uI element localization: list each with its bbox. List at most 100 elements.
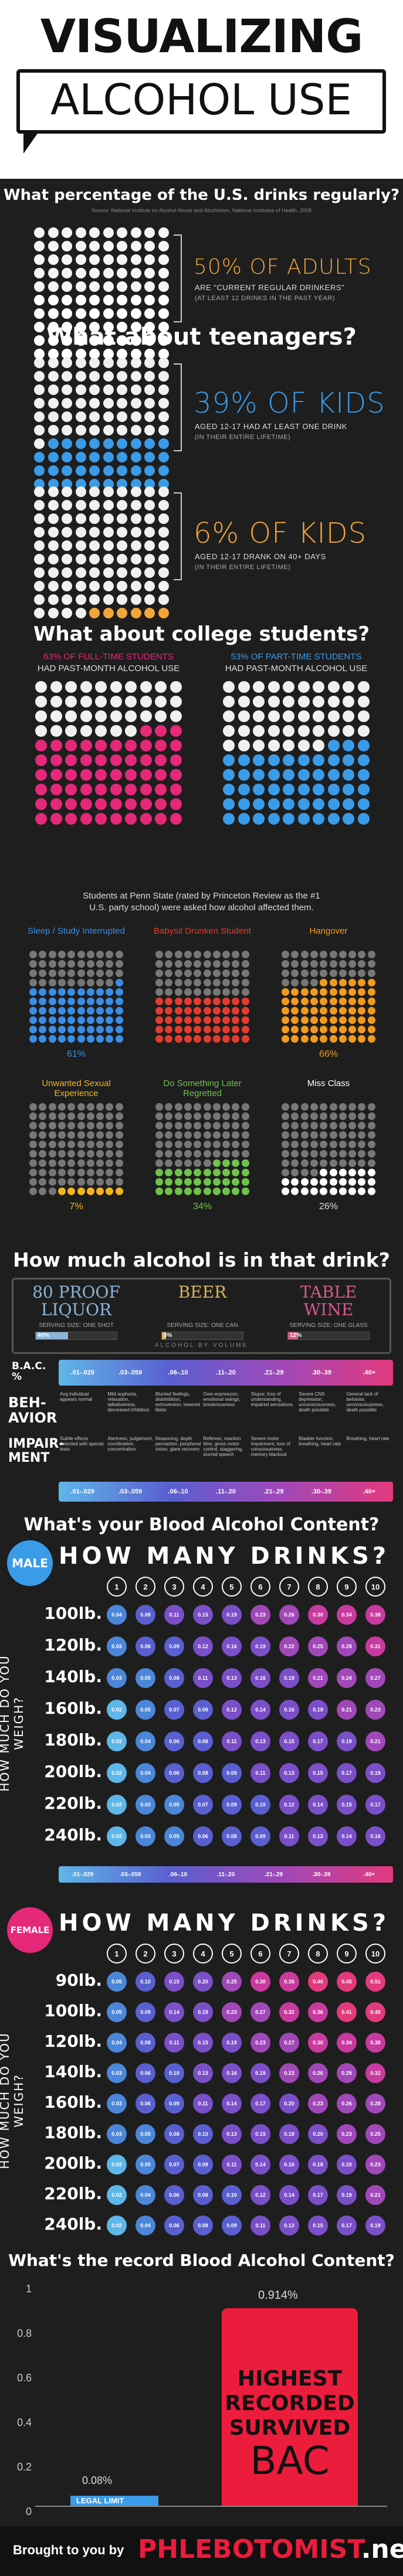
dot xyxy=(232,951,240,958)
dot xyxy=(62,308,72,319)
dot xyxy=(367,1026,375,1033)
dot xyxy=(194,1159,202,1167)
dot xyxy=(80,725,92,737)
effect-pct: 26% xyxy=(319,1202,338,1212)
record-label-2: RECORDED xyxy=(225,2391,355,2415)
dot xyxy=(158,513,169,524)
dot xyxy=(367,1103,375,1111)
dot xyxy=(67,998,76,1005)
bac-value-circle: 0.03 xyxy=(136,1795,155,1815)
bac-value-circle: 0.07 xyxy=(193,1795,213,1815)
dot xyxy=(174,951,182,958)
bac-value-circle: 0.08 xyxy=(136,2033,155,2053)
dot xyxy=(86,1122,94,1129)
dot xyxy=(65,784,77,795)
dot xyxy=(67,979,76,986)
dot xyxy=(67,960,76,968)
dot xyxy=(144,594,155,605)
dot xyxy=(212,1187,221,1195)
weight-label: 200lb. xyxy=(44,2153,102,2173)
dot xyxy=(62,322,72,332)
dot xyxy=(106,998,114,1005)
dot xyxy=(89,608,100,618)
dot xyxy=(130,268,141,278)
dot xyxy=(29,1122,37,1129)
dot xyxy=(103,411,114,422)
bac-impairment-text: Bladder function, breathing, heart rate xyxy=(299,1436,341,1447)
dot xyxy=(39,1007,47,1015)
bac-value-circle: 0.16 xyxy=(365,1826,385,1846)
dot xyxy=(80,813,92,825)
bac-value-circle: 0.11 xyxy=(164,1605,184,1625)
dot xyxy=(282,1169,289,1176)
bac-range: .01-.029 xyxy=(70,1369,94,1376)
dot xyxy=(184,1035,192,1043)
dot xyxy=(62,349,72,359)
footer-brand[interactable]: PHLEBOTOMIST.net xyxy=(138,2534,403,2564)
dot xyxy=(232,988,240,996)
drink-count-header: 10 xyxy=(365,1577,385,1597)
dot xyxy=(338,1131,347,1139)
dot xyxy=(212,1016,221,1024)
record-label-1: HIGHEST xyxy=(237,2367,343,2391)
bac-value-circle: 0.16 xyxy=(279,2155,299,2175)
dot xyxy=(329,998,337,1005)
dot xyxy=(50,740,62,751)
dot xyxy=(75,465,86,476)
dot xyxy=(89,241,100,251)
dot xyxy=(282,1131,289,1139)
dot xyxy=(320,1131,328,1139)
dot xyxy=(184,1131,192,1139)
q1-source: Source: National Institute on Alcohol Ab… xyxy=(91,207,312,213)
dot xyxy=(95,754,107,766)
dot xyxy=(77,960,85,968)
dot xyxy=(67,1141,76,1148)
bac-value-circle: 0.09 xyxy=(164,2094,184,2114)
weight-label: 90lb. xyxy=(55,1971,102,1990)
dot xyxy=(29,1007,37,1015)
dot xyxy=(170,798,182,810)
dot xyxy=(57,1150,66,1158)
dot xyxy=(155,1178,163,1186)
bac-value-circle: 0.10 xyxy=(222,2185,242,2205)
dot xyxy=(77,951,85,958)
bac-value-circle: 0.08 xyxy=(164,2124,184,2144)
bac-value-circle: 0.11 xyxy=(193,1668,213,1688)
dot xyxy=(283,798,294,810)
dot xyxy=(203,979,211,986)
drink-count-header: 9 xyxy=(337,1577,357,1597)
dot xyxy=(86,1035,94,1043)
q1-stat: 50% OF ADULTS xyxy=(194,255,372,279)
dot xyxy=(130,513,141,524)
dot xyxy=(367,1187,375,1195)
dot xyxy=(232,1007,240,1015)
bac-value-circle: 0.05 xyxy=(136,2124,155,2144)
dot xyxy=(57,960,66,968)
dot xyxy=(184,960,192,968)
dot xyxy=(320,969,328,977)
dot xyxy=(77,1122,85,1129)
dot xyxy=(329,988,337,996)
bac-value-circle: 0.06 xyxy=(164,2185,184,2205)
dot xyxy=(348,1103,357,1111)
dot xyxy=(67,1026,76,1033)
dot xyxy=(89,335,100,346)
dot xyxy=(130,540,141,551)
dot xyxy=(310,1035,318,1043)
dot xyxy=(48,1169,56,1176)
dot xyxy=(48,227,59,238)
drink-name: BEER xyxy=(178,1282,227,1302)
dot xyxy=(194,1169,202,1176)
dot xyxy=(67,1122,76,1129)
dot xyxy=(222,1187,231,1195)
dot xyxy=(125,681,137,693)
dot xyxy=(117,513,127,524)
dot xyxy=(89,500,100,511)
dot xyxy=(34,438,45,449)
bac-range: .06-.10 xyxy=(168,1871,188,1878)
dot xyxy=(34,322,45,332)
dot xyxy=(34,335,45,346)
drink-count-header: 6 xyxy=(250,1577,270,1597)
dot xyxy=(144,281,155,292)
dot xyxy=(77,979,85,986)
